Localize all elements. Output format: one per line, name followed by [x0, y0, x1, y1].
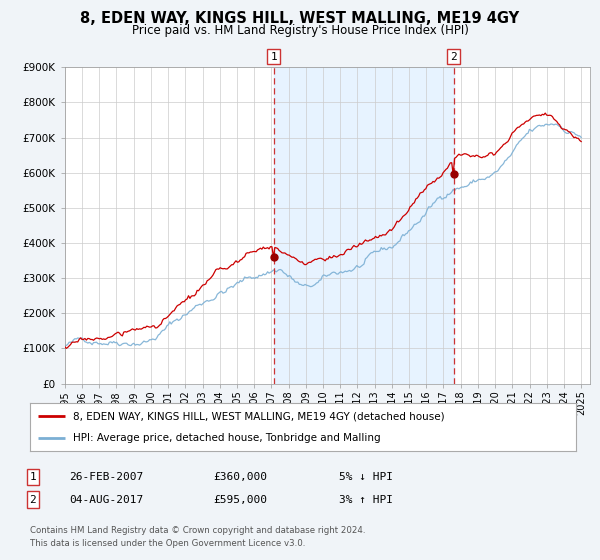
Text: 2: 2 [450, 52, 457, 62]
Text: Contains HM Land Registry data © Crown copyright and database right 2024.: Contains HM Land Registry data © Crown c… [30, 526, 365, 535]
Bar [274, 67, 454, 384]
Text: 8, EDEN WAY, KINGS HILL, WEST MALLING, ME19 4GY (detached house): 8, EDEN WAY, KINGS HILL, WEST MALLING, M… [73, 411, 444, 421]
Text: £595,000: £595,000 [213, 494, 267, 505]
Text: 8, EDEN WAY, KINGS HILL, WEST MALLING, ME19 4GY: 8, EDEN WAY, KINGS HILL, WEST MALLING, M… [80, 11, 520, 26]
Text: 1: 1 [29, 472, 37, 482]
Text: 3% ↑ HPI: 3% ↑ HPI [339, 494, 393, 505]
Text: 5% ↓ HPI: 5% ↓ HPI [339, 472, 393, 482]
Text: 04-AUG-2017: 04-AUG-2017 [69, 494, 143, 505]
Text: 1: 1 [270, 52, 277, 62]
Text: £360,000: £360,000 [213, 472, 267, 482]
Text: 26-FEB-2007: 26-FEB-2007 [69, 472, 143, 482]
Text: 2: 2 [29, 494, 37, 505]
Text: Price paid vs. HM Land Registry's House Price Index (HPI): Price paid vs. HM Land Registry's House … [131, 24, 469, 36]
Text: HPI: Average price, detached house, Tonbridge and Malling: HPI: Average price, detached house, Tonb… [73, 433, 380, 443]
Text: This data is licensed under the Open Government Licence v3.0.: This data is licensed under the Open Gov… [30, 539, 305, 548]
